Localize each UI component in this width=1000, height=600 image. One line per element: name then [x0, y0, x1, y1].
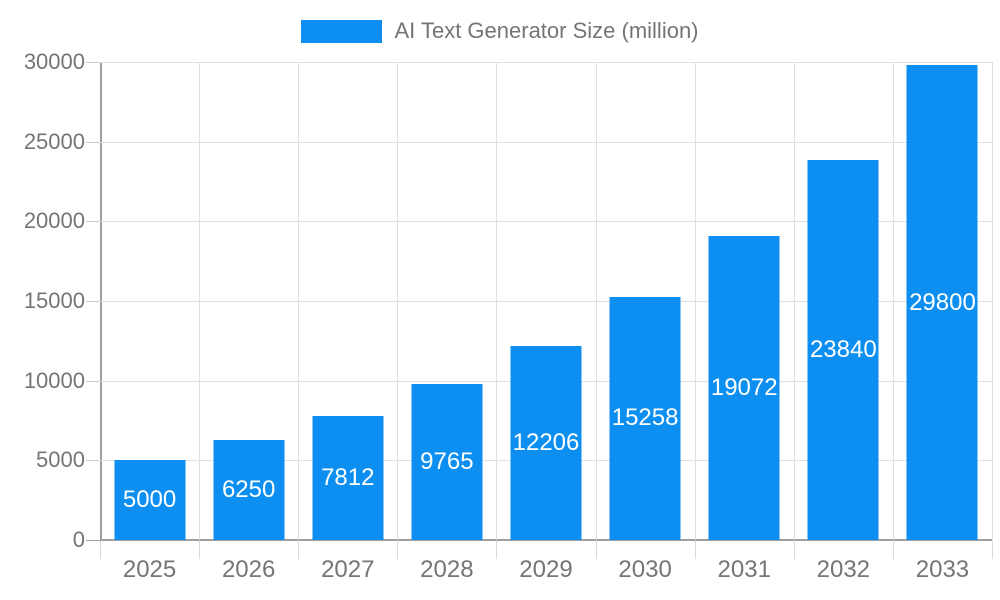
legend[interactable]: AI Text Generator Size (million) — [0, 18, 1000, 44]
legend-label: AI Text Generator Size (million) — [394, 18, 699, 43]
bar-2025[interactable]: 5000 — [114, 460, 186, 540]
bar-2031[interactable]: 19072 — [708, 236, 780, 540]
y-tick-mark — [86, 540, 100, 541]
y-axis-labels: 0 5000 10000 15000 20000 25000 30000 — [0, 49, 85, 552]
y-axis-tick-label: 10000 — [23, 367, 85, 393]
x-axis-labels: 2025 2026 2027 2028 2029 2030 2031 2032 2033 — [100, 556, 992, 586]
y-axis-tick-label: 15000 — [23, 288, 85, 313]
y-axis-tick-label: 30000 — [23, 49, 85, 74]
y-tick-mark — [86, 141, 100, 143]
bar-value-label: 15258 — [611, 404, 679, 432]
x-tick-mark — [100, 541, 101, 559]
x-gridline — [496, 62, 498, 540]
bar-2027[interactable]: 7812 — [312, 415, 384, 540]
y-tick-mark — [86, 460, 100, 462]
x-tick-mark — [397, 541, 399, 559]
plot-area: 5000 6250 7812 9765 12206 15258 19072 23840 2980… — [86, 62, 993, 559]
y-axis-tick-label: 25000 — [23, 128, 85, 154]
x-axis-tick-label: 2031 — [717, 556, 771, 583]
x-axis-tick-label: 2027 — [321, 556, 375, 583]
y-gridline — [100, 62, 992, 63]
bar-2030[interactable]: 15258 — [609, 296, 681, 540]
bar-value-label: 5000 — [122, 486, 177, 514]
x-gridline — [298, 62, 300, 540]
bar-2028[interactable]: 9765 — [411, 384, 483, 540]
x-tick-mark — [793, 541, 795, 559]
x-gridline — [595, 62, 597, 540]
y-axis-tick-label: 5000 — [36, 447, 85, 473]
y-gridline — [100, 141, 992, 143]
y-tick-mark — [86, 62, 100, 63]
x-tick-mark — [992, 541, 993, 559]
y-tick-mark — [86, 301, 100, 302]
x-gridline — [199, 62, 201, 540]
x-tick-mark — [892, 541, 894, 559]
bar-2026[interactable]: 6250 — [213, 440, 285, 540]
x-axis-baseline — [100, 539, 992, 541]
x-tick-mark — [199, 541, 201, 559]
x-axis-tick-label: 2026 — [221, 556, 276, 583]
x-gridline — [397, 62, 399, 540]
x-gridline — [793, 62, 795, 540]
x-axis-tick-label: 2028 — [420, 556, 474, 583]
x-gridline — [694, 62, 696, 540]
x-axis-tick-label: 2025 — [122, 556, 177, 583]
x-gridline — [892, 62, 894, 540]
x-tick-mark — [595, 541, 597, 559]
bar-2032[interactable]: 23840 — [807, 160, 879, 540]
legend-swatch — [301, 19, 383, 43]
x-axis-tick-label: 2029 — [519, 556, 573, 583]
x-axis-tick-label: 2030 — [618, 556, 672, 583]
y-gridline — [100, 221, 992, 223]
bar-value-label: 29800 — [909, 288, 976, 316]
bar-value-label: 6250 — [221, 476, 276, 504]
bar-value-label: 12206 — [512, 428, 580, 456]
y-tick-mark — [86, 221, 100, 223]
bar-value-label: 19072 — [710, 374, 778, 402]
bar-value-label: 7812 — [321, 463, 375, 491]
y-axis-tick-label: 0 — [72, 527, 85, 552]
x-axis-tick-label: 2032 — [816, 556, 871, 583]
bar-2033[interactable]: 29800 — [906, 65, 978, 540]
y-gridline — [100, 301, 992, 302]
x-tick-mark — [496, 541, 498, 559]
bar-2029[interactable]: 12206 — [510, 345, 582, 540]
x-gridline — [992, 62, 993, 540]
x-axis-tick-label: 2033 — [915, 556, 970, 583]
y-axis-tick-label: 20000 — [23, 208, 85, 234]
bar-value-label: 23840 — [809, 336, 877, 364]
y-tick-mark — [86, 380, 100, 382]
x-tick-mark — [694, 541, 696, 559]
bar-value-label: 9765 — [420, 448, 474, 476]
x-tick-mark — [298, 541, 300, 559]
